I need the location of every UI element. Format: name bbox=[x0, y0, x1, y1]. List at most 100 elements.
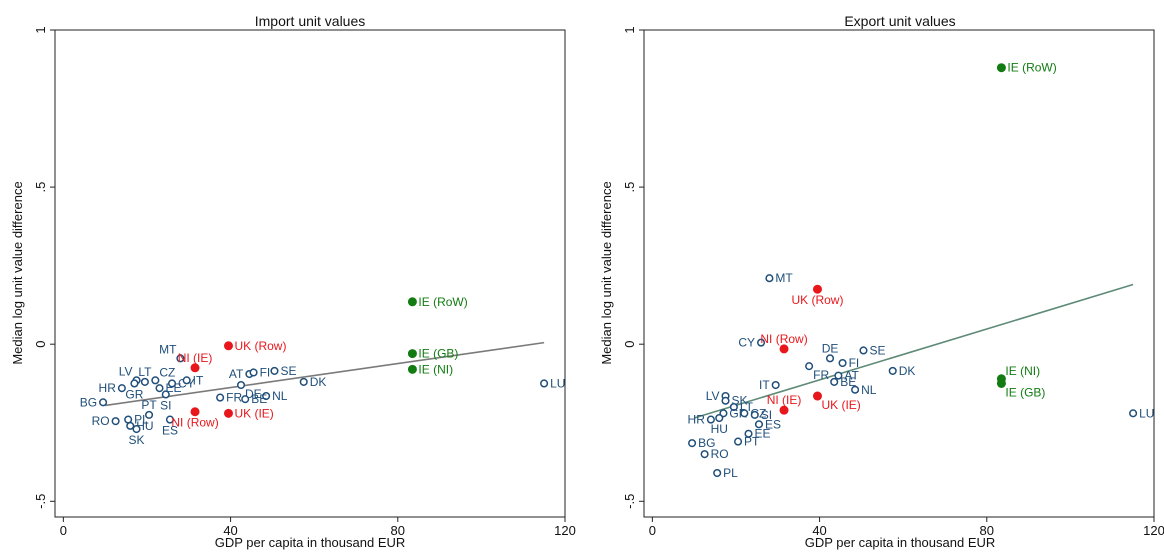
point-label: CZ bbox=[159, 365, 175, 379]
panel-export-unit-values: Export unit values Median log unit value… bbox=[599, 13, 1164, 550]
point-label: DK bbox=[899, 364, 916, 378]
point-label: IE (RoW) bbox=[418, 295, 467, 309]
point-label: SE bbox=[280, 364, 296, 378]
x-tick-label: 40 bbox=[223, 523, 237, 538]
data-point bbox=[223, 408, 233, 418]
point-label: DE bbox=[822, 341, 839, 355]
data-point bbox=[688, 439, 697, 448]
point-label: LU bbox=[550, 376, 565, 390]
data-point bbox=[540, 379, 549, 388]
point-label: CY bbox=[738, 336, 755, 350]
y-tick-label: 0 bbox=[33, 341, 48, 348]
data-point bbox=[140, 377, 149, 386]
data-point bbox=[262, 391, 271, 401]
data-point bbox=[407, 297, 417, 307]
x-axis-label: GDP per capita in thousand EUR bbox=[215, 535, 406, 550]
point-label: NI (IE) bbox=[767, 393, 802, 407]
plot-frame bbox=[643, 29, 1155, 518]
data-point bbox=[754, 420, 764, 429]
y-tick-label: 1 bbox=[33, 26, 48, 33]
point-label: ES bbox=[162, 424, 178, 438]
data-point bbox=[825, 354, 835, 363]
data-point bbox=[132, 424, 141, 434]
point-label: SI bbox=[160, 398, 171, 412]
data-point bbox=[176, 354, 185, 363]
data-point bbox=[236, 380, 246, 390]
data-point bbox=[838, 358, 847, 368]
data-point bbox=[729, 402, 738, 412]
data-point bbox=[182, 376, 191, 385]
point-label: NI (Row) bbox=[171, 416, 218, 430]
point-label: HU bbox=[136, 419, 153, 433]
point-label: RO bbox=[92, 414, 110, 428]
data-point bbox=[805, 362, 814, 371]
point-label: BG bbox=[698, 436, 715, 450]
point-label: FR bbox=[813, 368, 829, 382]
data-point bbox=[249, 368, 258, 377]
point-label: LV bbox=[706, 389, 720, 403]
x-axis-label: GDP per capita in thousand EUR bbox=[805, 535, 996, 550]
point-label: GR bbox=[125, 387, 143, 401]
x-tick-label: 80 bbox=[980, 523, 994, 538]
data-point bbox=[779, 405, 789, 415]
point-label: DE bbox=[245, 387, 262, 401]
data-point bbox=[99, 398, 108, 407]
point-label: PL bbox=[723, 466, 738, 480]
data-point bbox=[130, 379, 139, 388]
data-point bbox=[996, 63, 1006, 73]
data-point bbox=[779, 344, 789, 354]
data-point bbox=[888, 366, 897, 375]
point-label: IE (GB) bbox=[418, 347, 458, 361]
point-label: SI bbox=[761, 408, 772, 422]
data-point bbox=[734, 437, 743, 446]
data-point bbox=[407, 364, 417, 374]
data-point bbox=[117, 384, 126, 393]
point-label: BE bbox=[251, 392, 267, 406]
panel-import-unit-values: Import unit values Median log unit value… bbox=[10, 13, 576, 550]
y-axis-label: Median log unit value difference bbox=[599, 181, 614, 364]
chart-title: Export unit values bbox=[844, 13, 955, 29]
data-point bbox=[165, 415, 175, 424]
x-tick-label: 0 bbox=[60, 523, 67, 538]
data-point bbox=[859, 346, 868, 355]
point-label: DK bbox=[310, 375, 327, 389]
point-label: NL bbox=[861, 383, 877, 397]
point-label: LU bbox=[1139, 406, 1154, 420]
data-point bbox=[216, 393, 225, 402]
plot-frame bbox=[54, 29, 566, 518]
data-point bbox=[812, 284, 822, 294]
point-label: HR bbox=[688, 413, 706, 427]
data-point bbox=[223, 341, 233, 351]
data-point bbox=[167, 379, 177, 388]
data-point bbox=[145, 410, 154, 419]
y-tick-label: 0 bbox=[622, 341, 637, 348]
point-label: FI bbox=[260, 365, 271, 379]
y-tick-label: -.5 bbox=[33, 494, 48, 509]
point-label: LT bbox=[138, 365, 152, 379]
point-label: IE (RoW) bbox=[1007, 61, 1056, 75]
point-label: BE bbox=[840, 375, 856, 389]
data-point bbox=[1129, 409, 1138, 418]
data-point bbox=[190, 407, 200, 417]
point-label: HU bbox=[711, 422, 728, 436]
point-label: UK (Row) bbox=[791, 293, 843, 307]
plot-area: 040801201.50-.5MTLVLTCZEECYITATFISEDEDKL… bbox=[33, 26, 576, 538]
data-point bbox=[750, 410, 759, 419]
data-point bbox=[126, 421, 135, 430]
point-label: IE (GB) bbox=[1005, 385, 1045, 399]
point-label: SK bbox=[129, 433, 145, 447]
fitted-line bbox=[693, 283, 1134, 419]
point-label: AT bbox=[844, 369, 859, 383]
x-tick-label: 120 bbox=[1143, 523, 1164, 538]
point-label: EE bbox=[755, 427, 771, 441]
point-label: LV bbox=[119, 364, 133, 378]
point-label: IT bbox=[759, 378, 770, 392]
data-point bbox=[270, 366, 279, 375]
y-tick-label: .5 bbox=[33, 182, 48, 193]
data-point bbox=[241, 395, 250, 404]
data-point bbox=[190, 363, 200, 373]
data-point bbox=[715, 413, 724, 423]
point-label: ES bbox=[765, 417, 781, 431]
